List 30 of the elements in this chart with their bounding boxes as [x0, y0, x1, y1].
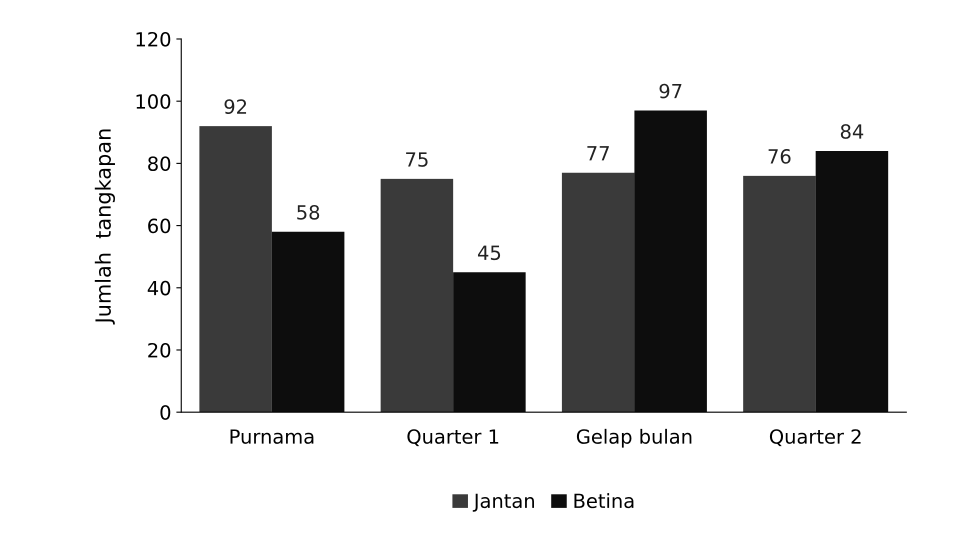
y-tick-label: 120: [136, 32, 170, 47]
y-tick-label: 40: [148, 280, 170, 296]
data-label: 77: [587, 146, 609, 160]
data-label: 97: [660, 84, 682, 98]
x-tick-label: Quarter 1: [407, 429, 498, 446]
data-label: 84: [840, 124, 864, 139]
data-label: 45: [478, 246, 500, 260]
bar: [199, 126, 272, 412]
y-tick-label: 60: [148, 218, 170, 234]
bar: [634, 110, 707, 412]
data-label: 76: [768, 149, 791, 164]
y-tick-label: 20: [148, 342, 170, 358]
data-label: 92: [224, 99, 246, 114]
legend-label: Jantan: [472, 494, 534, 512]
bar: [272, 232, 344, 412]
y-axis-title: Jumlah tangkapan: [94, 130, 115, 324]
bar: [743, 176, 816, 412]
data-label: 75: [406, 152, 428, 167]
bar: [453, 272, 526, 412]
x-tick-label: Purnama: [230, 429, 314, 444]
x-tick-label: Quarter 2: [770, 429, 861, 446]
legend-label: Betina: [574, 493, 634, 508]
y-tick-label: 100: [136, 94, 170, 109]
data-label: 58: [297, 204, 320, 220]
y-tick-label: 0: [160, 405, 170, 420]
x-tick-label: Gelap bulan: [576, 428, 692, 448]
bar: [380, 178, 454, 412]
bar: [816, 150, 888, 412]
y-tick-label: 80: [148, 156, 170, 172]
bar: [562, 172, 634, 412]
